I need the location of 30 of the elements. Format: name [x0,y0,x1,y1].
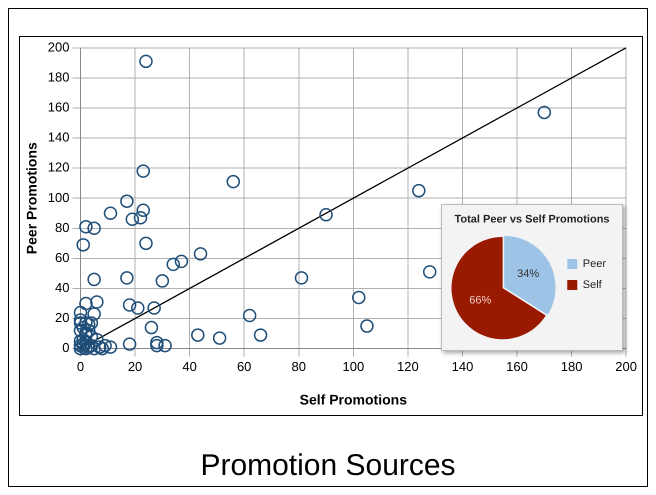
x-tick-label: 140 [452,358,474,374]
x-tick-label: 160 [506,358,528,374]
x-tick-label: 120 [397,358,419,374]
y-tick-label: 100 [48,190,70,205]
x-tick-label: 100 [342,358,364,374]
y-tick-label: 120 [48,160,70,175]
x-tick-label: 60 [236,358,252,374]
text: Promotion Sources [199,449,457,483]
legend-label: Self [582,279,603,292]
y-tick-label: 0 [62,340,70,356]
x-tick-label: 20 [128,358,142,374]
chart-title: Total Peer vs Self Promotions [454,214,610,226]
x-tick-label: 80 [292,358,306,374]
y-tick-label: 160 [48,100,70,115]
y-tick-label: 180 [48,69,70,84]
y-tick-label: 60 [55,250,70,265]
data-label: 34% [517,268,540,280]
data-label: 66% [469,294,492,306]
y-tick-label: 20 [55,310,70,326]
y-tick-label: 40 [55,280,70,296]
y-axis-title: Peer Promotions [23,142,40,254]
x-tick-label: 0 [76,358,84,374]
y-tick-label: 200 [48,39,70,54]
legend-label: Peer [582,258,606,270]
x-axis-title: Self Promotions [300,391,408,408]
x-tick-label: 40 [182,358,197,374]
x-tick-label: 200 [615,358,638,374]
y-tick-label: 80 [55,220,70,235]
x-tick-label: 180 [560,358,582,374]
y-tick-label: 140 [48,130,70,145]
